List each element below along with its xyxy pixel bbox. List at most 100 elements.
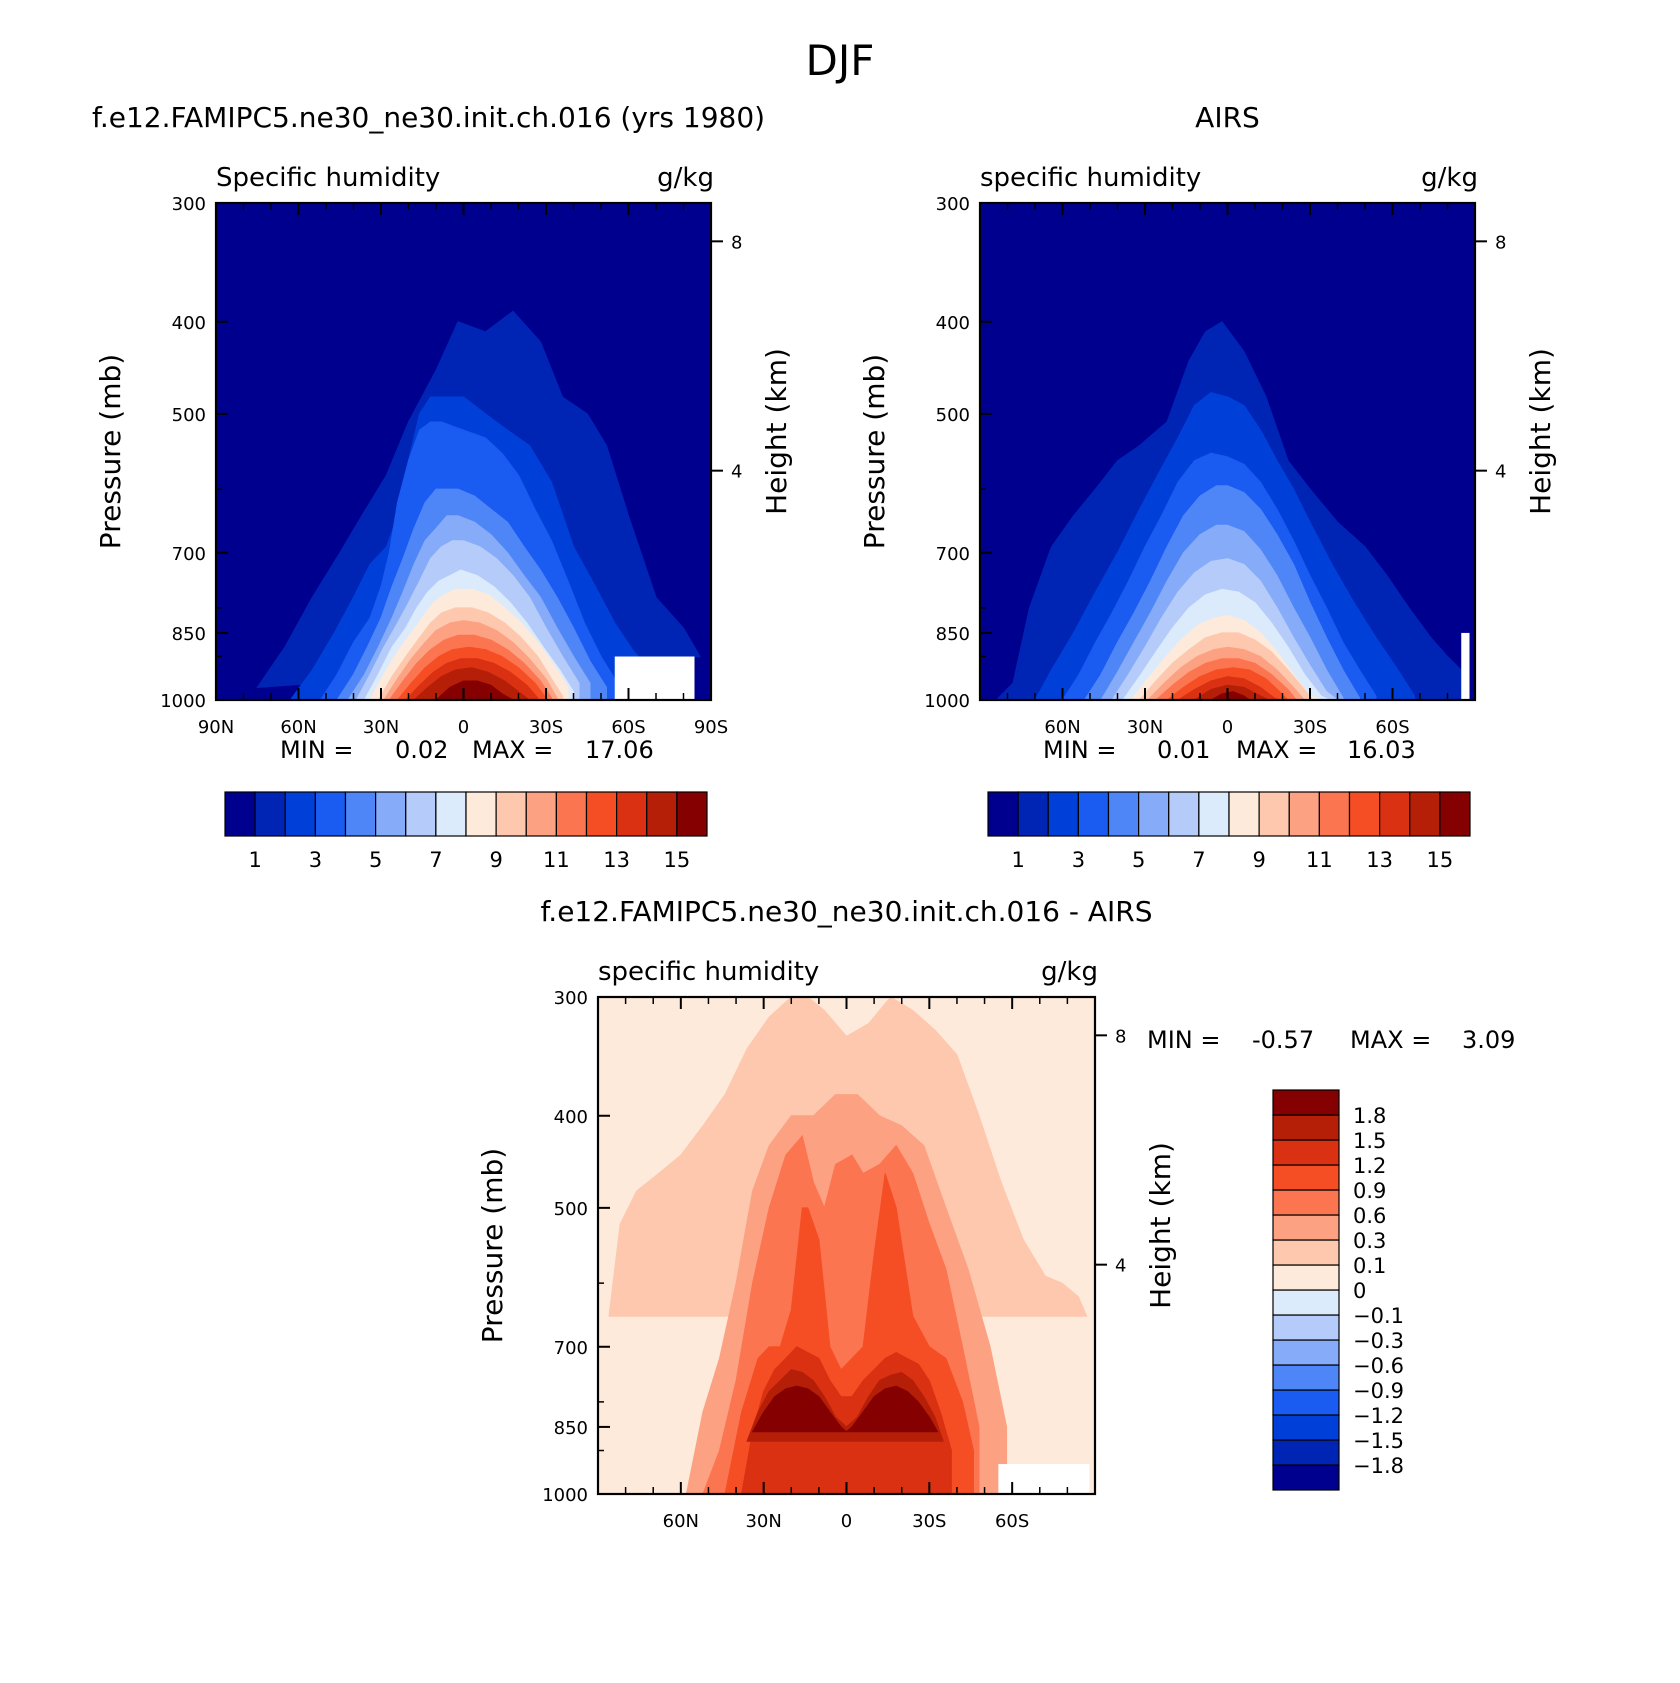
model-max-value: 17.06 [585, 736, 654, 764]
diff-colorbar-label: 0 [1353, 1279, 1366, 1303]
diff-colorbar-swatch [1272, 1414, 1340, 1441]
obs-colorbar-swatch [1258, 791, 1290, 837]
obs-x-tick-label: 0 [1222, 717, 1233, 738]
model-colorbar-swatch [585, 791, 618, 837]
diff-height-tick-label: 4 [1115, 1256, 1126, 1277]
obs-colorbar-label: 9 [1252, 848, 1265, 872]
obs-colorbar-swatch [1017, 791, 1049, 837]
panel-model: f.e12.FAMIPC5.ne30_ne30.init.ch.016 (yrs… [92, 101, 793, 872]
diff-y-tick-label: 400 [554, 1107, 588, 1128]
model-colorbar-label: 1 [248, 848, 261, 872]
diff-colorbar-label: −0.6 [1353, 1354, 1404, 1378]
obs-units-label: g/kg [1421, 163, 1478, 193]
model-x-tick-label: 30S [529, 717, 563, 738]
model-plot-area [216, 203, 711, 700]
diff-x-tick-label: 60S [995, 1511, 1029, 1532]
model-y-tick-label: 1000 [160, 691, 206, 712]
obs-y-tick-label: 850 [936, 624, 970, 645]
model-y-tick-label: 850 [172, 624, 206, 645]
model-colorbar-label: 5 [369, 848, 382, 872]
model-colorbar-swatch [676, 791, 708, 837]
figure-title: DJF [806, 36, 875, 85]
model-height-tick-label: 4 [731, 462, 742, 483]
diff-min-value: -0.57 [1252, 1026, 1314, 1054]
diff-colorbar-swatch [1272, 1264, 1340, 1291]
obs-colorbar-swatch [1409, 791, 1441, 837]
model-units-label: g/kg [657, 163, 714, 193]
obs-height-tick-label: 4 [1495, 462, 1506, 483]
model-colorbar-swatch [375, 791, 407, 837]
diff-colorbar-swatch [1272, 1339, 1340, 1366]
obs-colorbar-swatch [1288, 791, 1320, 837]
model-y-tick-label: 400 [172, 313, 206, 334]
obs-min-value: 0.01 [1157, 736, 1210, 764]
model-x-tick-label: 30N [363, 717, 399, 738]
model-min-value: 0.02 [395, 736, 448, 764]
obs-height-axis-label: Height (km) [1524, 348, 1557, 515]
obs-colorbar-swatch [1379, 791, 1411, 837]
diff-colorbar-label: −1.5 [1353, 1429, 1404, 1453]
model-colorbar-swatch [314, 791, 347, 837]
diff-colorbar-swatch [1272, 1439, 1340, 1466]
diff-y-tick-label: 500 [554, 1199, 588, 1220]
diff-colorbar-label: 0.9 [1353, 1179, 1386, 1203]
diff-colorbar-swatch [1272, 1164, 1340, 1191]
model-colorbar-swatch [646, 791, 678, 837]
obs-colorbar: 1 3 5 7 9 11 13 15 [987, 791, 1471, 872]
diff-colorbar-swatch [1272, 1364, 1340, 1391]
diff-colorbar-label: −1.2 [1353, 1404, 1404, 1428]
model-colorbar-swatch [616, 791, 648, 837]
model-colorbar-label: 7 [429, 848, 442, 872]
obs-y-axis-label: Pressure (mb) [858, 354, 891, 549]
model-colorbar-swatch [405, 791, 437, 837]
diff-max-label: MAX = [1350, 1026, 1431, 1054]
diff-x-tick-label: 30N [745, 1511, 781, 1532]
diff-colorbar-label: −1.8 [1353, 1454, 1404, 1478]
diff-colorbar-swatch [1272, 1239, 1340, 1266]
model-x-tick-label: 0 [458, 717, 469, 738]
diff-colorbar-swatch [1272, 1114, 1340, 1141]
obs-missing-data-region [1461, 632, 1470, 700]
diff-colorbar-label: 0.6 [1353, 1204, 1386, 1228]
model-colorbar-label: 15 [664, 848, 691, 872]
diff-colorbar-label: 1.2 [1353, 1154, 1386, 1178]
obs-y-tick-label: 1000 [924, 691, 970, 712]
model-variable-label: Specific humidity [216, 163, 440, 193]
diff-y-axis-label: Pressure (mb) [476, 1148, 509, 1343]
model-y-axis-label: Pressure (mb) [94, 354, 127, 549]
diff-colorbar: −1.8−1.5−1.2−0.9−0.6−0.3−0.100.10.30.60.… [1272, 1089, 1404, 1491]
diff-colorbar-label: −0.1 [1353, 1304, 1404, 1328]
diff-colorbar-label: 1.5 [1353, 1129, 1386, 1153]
diff-y-tick-label: 850 [554, 1418, 588, 1439]
model-height-tick-label: 8 [731, 232, 742, 253]
diff-x-tick-label: 60N [663, 1511, 699, 1532]
diff-y-tick-label: 300 [554, 988, 588, 1009]
model-y-tick-label: 500 [172, 405, 206, 426]
model-colorbar-label: 9 [489, 848, 502, 872]
obs-x-tick-label: 30S [1293, 717, 1327, 738]
obs-y-tick-label: 700 [936, 544, 970, 565]
diff-units-label: g/kg [1041, 957, 1098, 987]
diff-colorbar-label: 0.3 [1353, 1229, 1386, 1253]
model-missing-data-region [614, 656, 695, 700]
obs-colorbar-label: 13 [1366, 848, 1393, 872]
diff-y-tick-label: 1000 [542, 1485, 588, 1506]
obs-colorbar-swatch [1138, 791, 1170, 837]
obs-x-tick-label: 60N [1044, 717, 1080, 738]
obs-contour-band [1209, 691, 1251, 700]
diff-min-label: MIN = [1147, 1026, 1220, 1054]
diff-colorbar-swatch [1272, 1314, 1340, 1341]
obs-colorbar-swatch [1348, 791, 1381, 837]
diff-colorbar-swatch [1272, 1139, 1340, 1166]
model-x-tick-label: 60N [280, 717, 316, 738]
obs-min-label: MIN = [1043, 736, 1116, 764]
obs-colorbar-swatch [1318, 791, 1351, 837]
diff-variable-label: specific humidity [598, 957, 819, 987]
diff-x-tick-label: 30S [912, 1511, 946, 1532]
model-colorbar-swatch [465, 791, 497, 837]
obs-plot-area [980, 203, 1475, 700]
diff-y-tick-label: 700 [554, 1338, 588, 1359]
obs-y-tick-label: 400 [936, 313, 970, 334]
diff-height-tick-label: 8 [1115, 1026, 1126, 1047]
